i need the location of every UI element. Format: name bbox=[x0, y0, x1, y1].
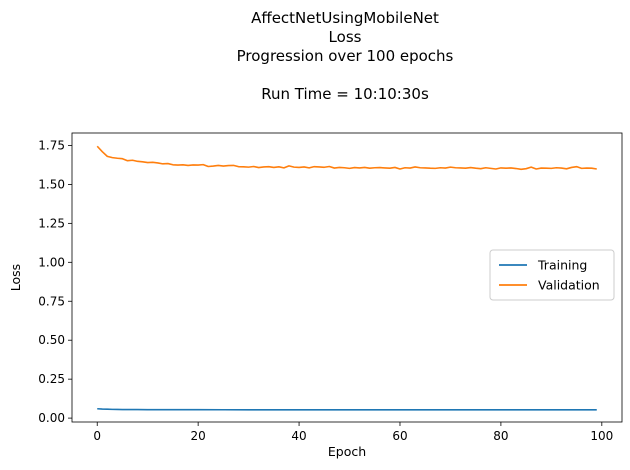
legend-label-training: Training bbox=[537, 258, 587, 273]
x-tick-label: 80 bbox=[493, 429, 508, 443]
title-line: AffectNetUsingMobileNet bbox=[251, 9, 439, 27]
y-tick-label: 0.25 bbox=[38, 372, 65, 386]
plot-area-frame bbox=[71, 132, 623, 423]
title-line: Progression over 100 epochs bbox=[237, 47, 454, 65]
y-tick-label: 1.25 bbox=[38, 216, 65, 230]
x-axis-label: Epoch bbox=[328, 444, 366, 459]
series-lines bbox=[96, 145, 597, 411]
legend-label-validation: Validation bbox=[538, 278, 600, 293]
y-tick-label: 0.00 bbox=[38, 411, 65, 425]
legend: Training Validation bbox=[489, 249, 615, 301]
x-tick-label: 20 bbox=[191, 429, 206, 443]
y-axis-label: Loss bbox=[8, 264, 23, 291]
y-tick-label: 0.50 bbox=[38, 333, 65, 347]
series-line-validation bbox=[96, 145, 597, 171]
legend-box bbox=[489, 249, 615, 301]
title-line: Loss bbox=[329, 28, 362, 46]
x-tick-label: 40 bbox=[291, 429, 306, 443]
x-tick-label: 0 bbox=[93, 429, 101, 443]
y-tick-label: 1.75 bbox=[38, 138, 65, 152]
series-line-training bbox=[97, 407, 597, 411]
y-axis-ticks: 0.00 0.25 0.50 0.75 1.00 1.25 1.50 1.75 bbox=[38, 138, 72, 425]
y-tick-label: 1.00 bbox=[38, 255, 65, 269]
y-tick-label: 0.75 bbox=[38, 294, 65, 308]
y-tick-label: 1.50 bbox=[38, 177, 65, 191]
x-axis-ticks: 0 20 40 60 80 100 bbox=[93, 422, 613, 443]
title-line: Run Time = 10:10:30s bbox=[261, 85, 429, 103]
x-tick-label: 100 bbox=[590, 429, 613, 443]
x-tick-label: 60 bbox=[392, 429, 407, 443]
